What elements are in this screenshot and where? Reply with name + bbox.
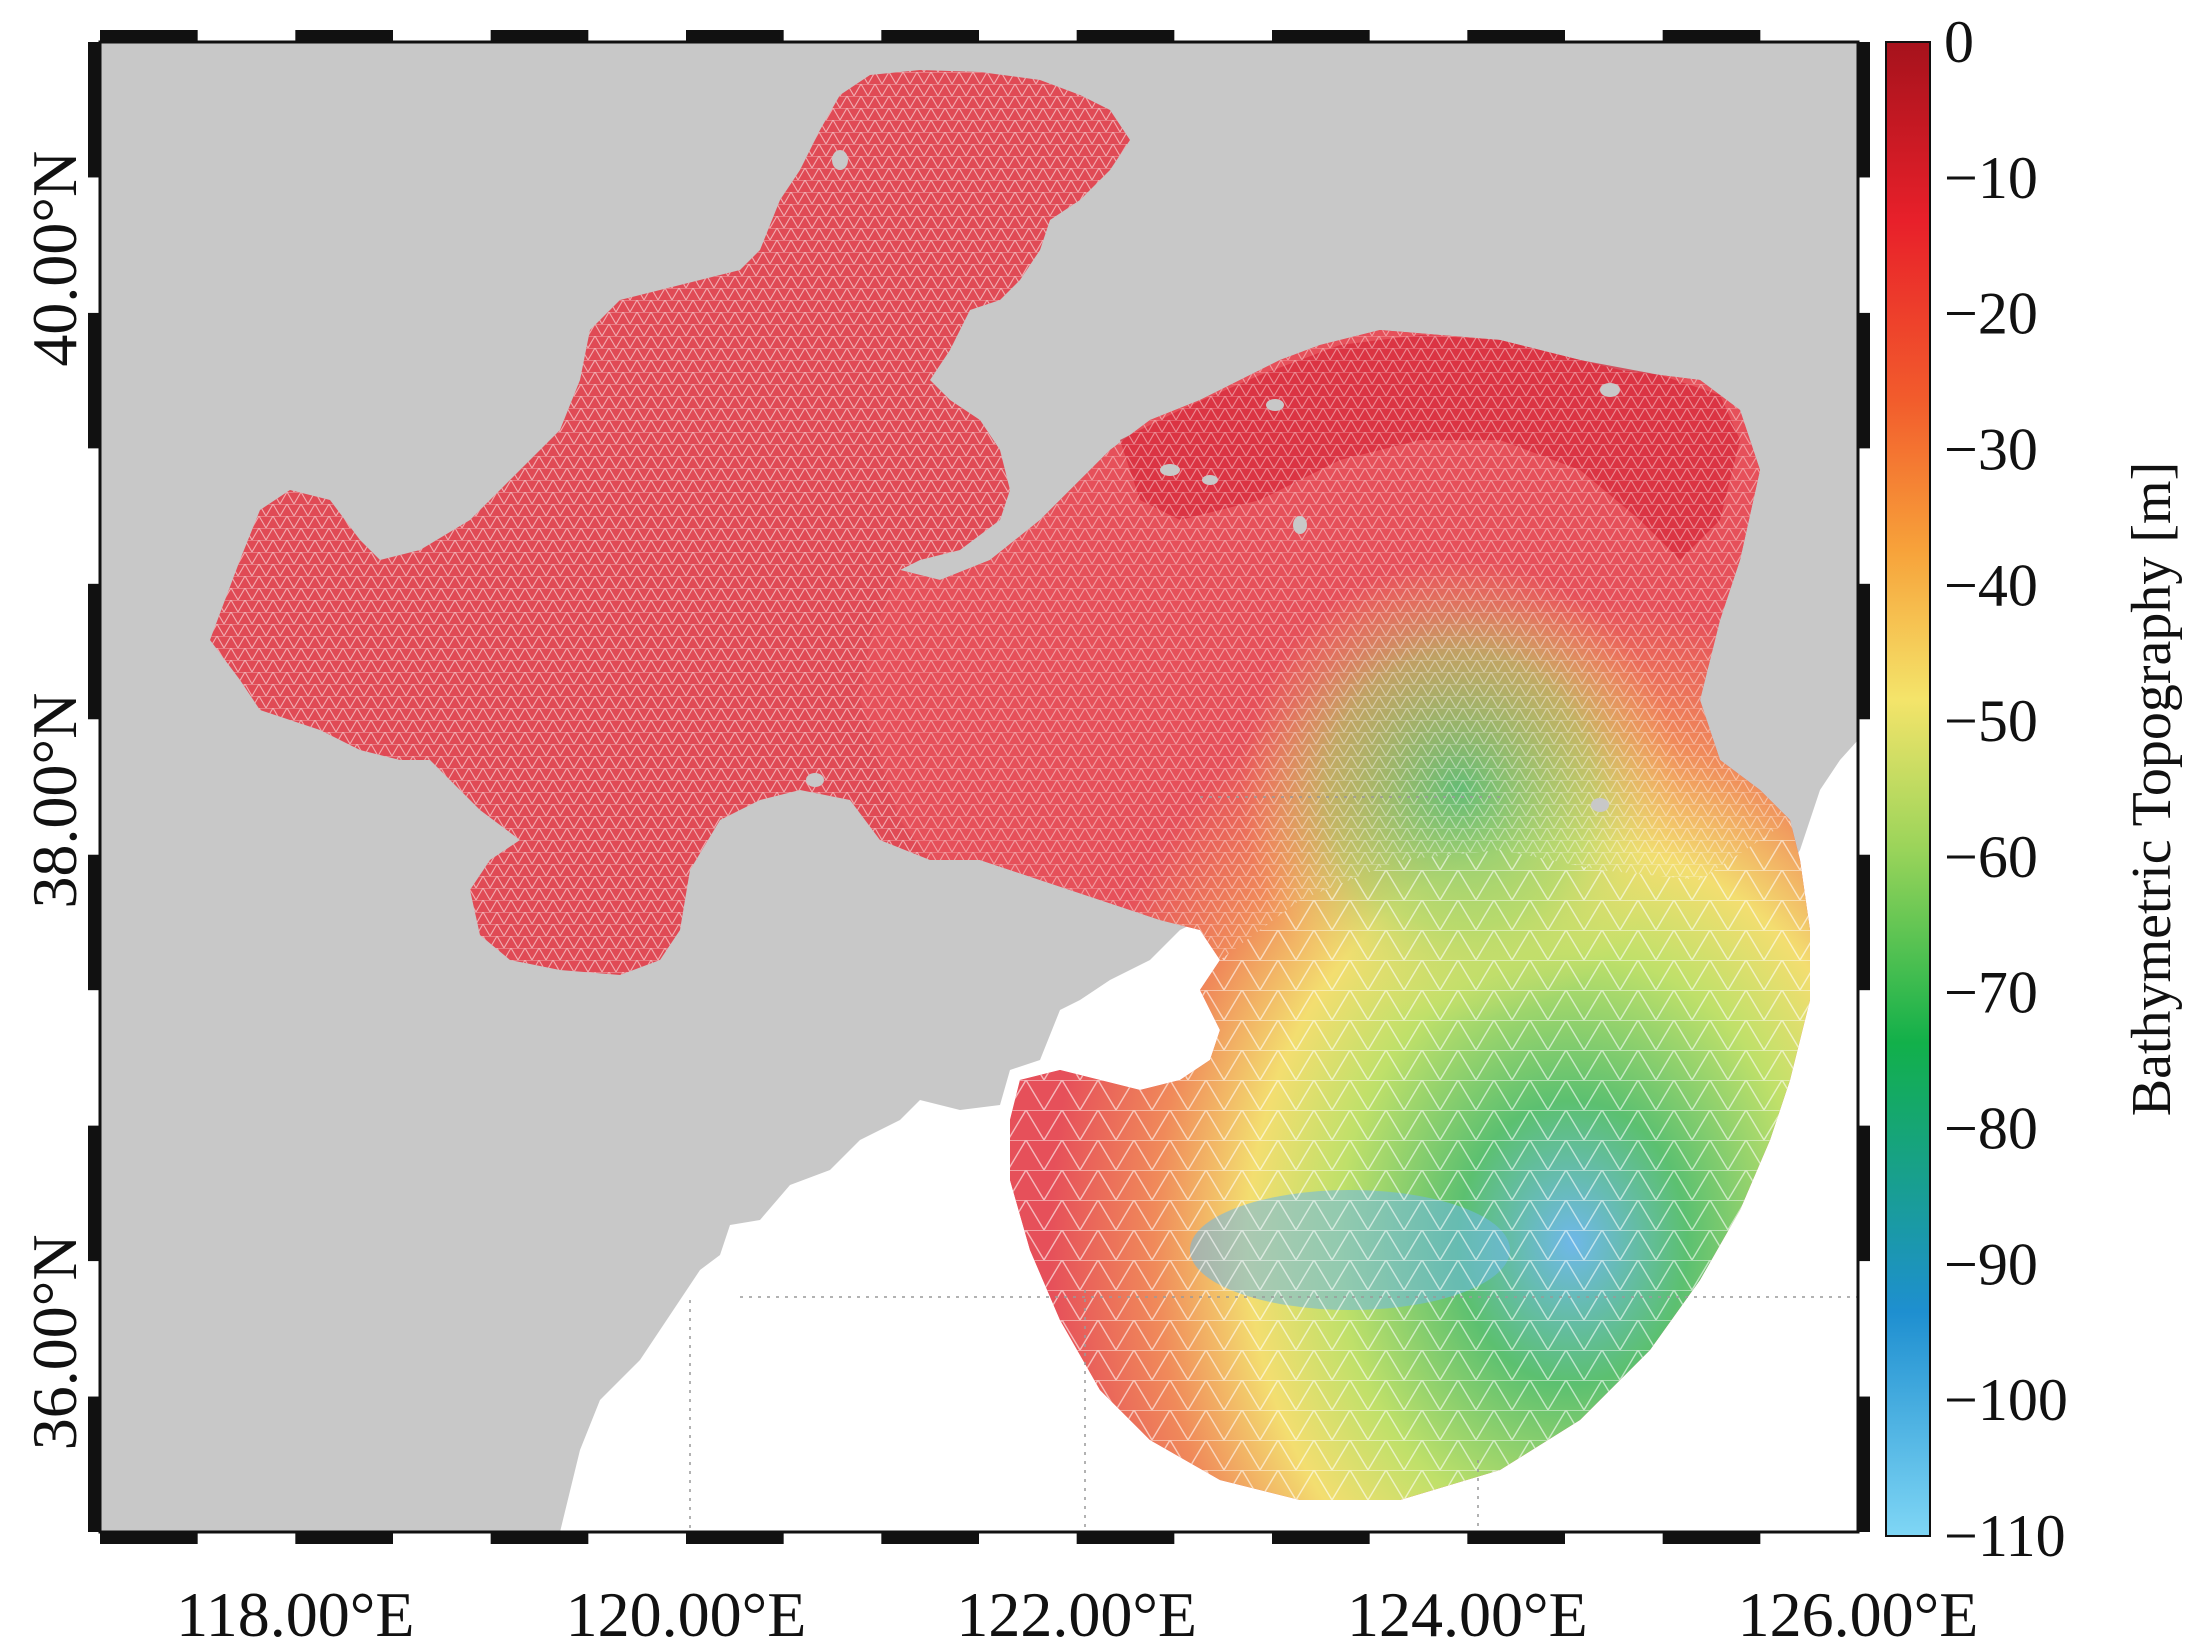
- colorbar-title: Bathymetric Topography [m]: [2121, 462, 2183, 1116]
- lon-label-118: 118.00°E: [176, 1579, 414, 1650]
- lat-label-36: 36.00°N: [19, 1234, 90, 1450]
- frame-bar-right: [1858, 1125, 1870, 1262]
- colorbar-tick: −110: [1944, 1503, 2066, 1569]
- frame-bar-bottom: [686, 1532, 784, 1544]
- frame-bar-top: [490, 30, 589, 42]
- frame-bar-right: [1858, 312, 1870, 449]
- frame-bar-left: [88, 1396, 100, 1532]
- frame-bar-bottom: [490, 1532, 589, 1544]
- lat-label-38: 38.00°N: [19, 693, 90, 909]
- colorbar-tick: −80: [1944, 1096, 2038, 1162]
- frame-bar-top: [1467, 30, 1565, 42]
- frame-bar-top: [1076, 30, 1175, 42]
- frame-bar-top: [1272, 30, 1370, 42]
- lat-label-40: 40.00°N: [19, 151, 90, 367]
- frame-bar-bottom: [295, 1532, 393, 1544]
- island: [1600, 383, 1620, 397]
- frame-bar-right: [1858, 1396, 1870, 1532]
- frame-bar-top: [1662, 30, 1761, 42]
- island: [1202, 475, 1218, 485]
- colorbar-tick: −20: [1944, 281, 2038, 347]
- latitude-labels: 40.00°N 38.00°N 36.00°N: [19, 151, 90, 1450]
- colorbar: [1885, 41, 1931, 1537]
- colorbar-ticks: 0 −10 −20 −30 −40 −50 −60 −70 −80 −90 −1…: [1944, 9, 2068, 1569]
- colorbar-tick: −10: [1944, 145, 2038, 211]
- frame-bar-bottom: [881, 1532, 979, 1544]
- frame-bar-left: [88, 854, 100, 991]
- island: [1266, 399, 1284, 411]
- colorbar-tick: −100: [1944, 1367, 2068, 1433]
- frame-bar-bottom: [1272, 1532, 1370, 1544]
- frame-bar-right: [1858, 583, 1870, 720]
- colorbar-tick: −50: [1944, 688, 2038, 754]
- colorbar-tick: −90: [1944, 1231, 2038, 1297]
- frame-bar-top: [686, 30, 784, 42]
- lon-label-122: 122.00°E: [956, 1579, 1197, 1650]
- island: [1160, 464, 1180, 476]
- colorbar-tick: −40: [1944, 552, 2038, 618]
- graticule: [689, 796, 1858, 1532]
- frame-bar-bottom: [100, 1532, 198, 1544]
- lon-label-120: 120.00°E: [566, 1579, 807, 1650]
- island: [1293, 516, 1307, 534]
- frame-bar-top: [295, 30, 393, 42]
- frame-ticks: [88, 30, 1870, 1544]
- frame-bar-bottom: [1076, 1532, 1175, 1544]
- frame-bar-left: [88, 42, 100, 178]
- frame-bar-left: [88, 1125, 100, 1262]
- frame-bar-bottom: [1662, 1532, 1761, 1544]
- frame-bar-top: [100, 30, 198, 42]
- island: [806, 773, 824, 787]
- colorbar-tick: −70: [1944, 960, 2038, 1026]
- lon-label-124: 124.00°E: [1347, 1579, 1588, 1650]
- colorbar-tick: −30: [1944, 416, 2038, 482]
- frame-bar-right: [1858, 854, 1870, 991]
- frame-bar-bottom: [1467, 1532, 1565, 1544]
- colorbar-tick: 0: [1944, 9, 1974, 75]
- frame-bar-left: [88, 583, 100, 720]
- frame-bar-right: [1858, 42, 1870, 178]
- frame-bar-top: [881, 30, 979, 42]
- frame-bar-left: [88, 312, 100, 449]
- island: [1591, 798, 1609, 812]
- longitude-labels: 118.00°E 120.00°E 122.00°E 124.00°E 126.…: [176, 1579, 1978, 1650]
- island: [832, 150, 848, 170]
- colorbar-tick: −60: [1944, 824, 2038, 890]
- lon-label-126: 126.00°E: [1738, 1579, 1979, 1650]
